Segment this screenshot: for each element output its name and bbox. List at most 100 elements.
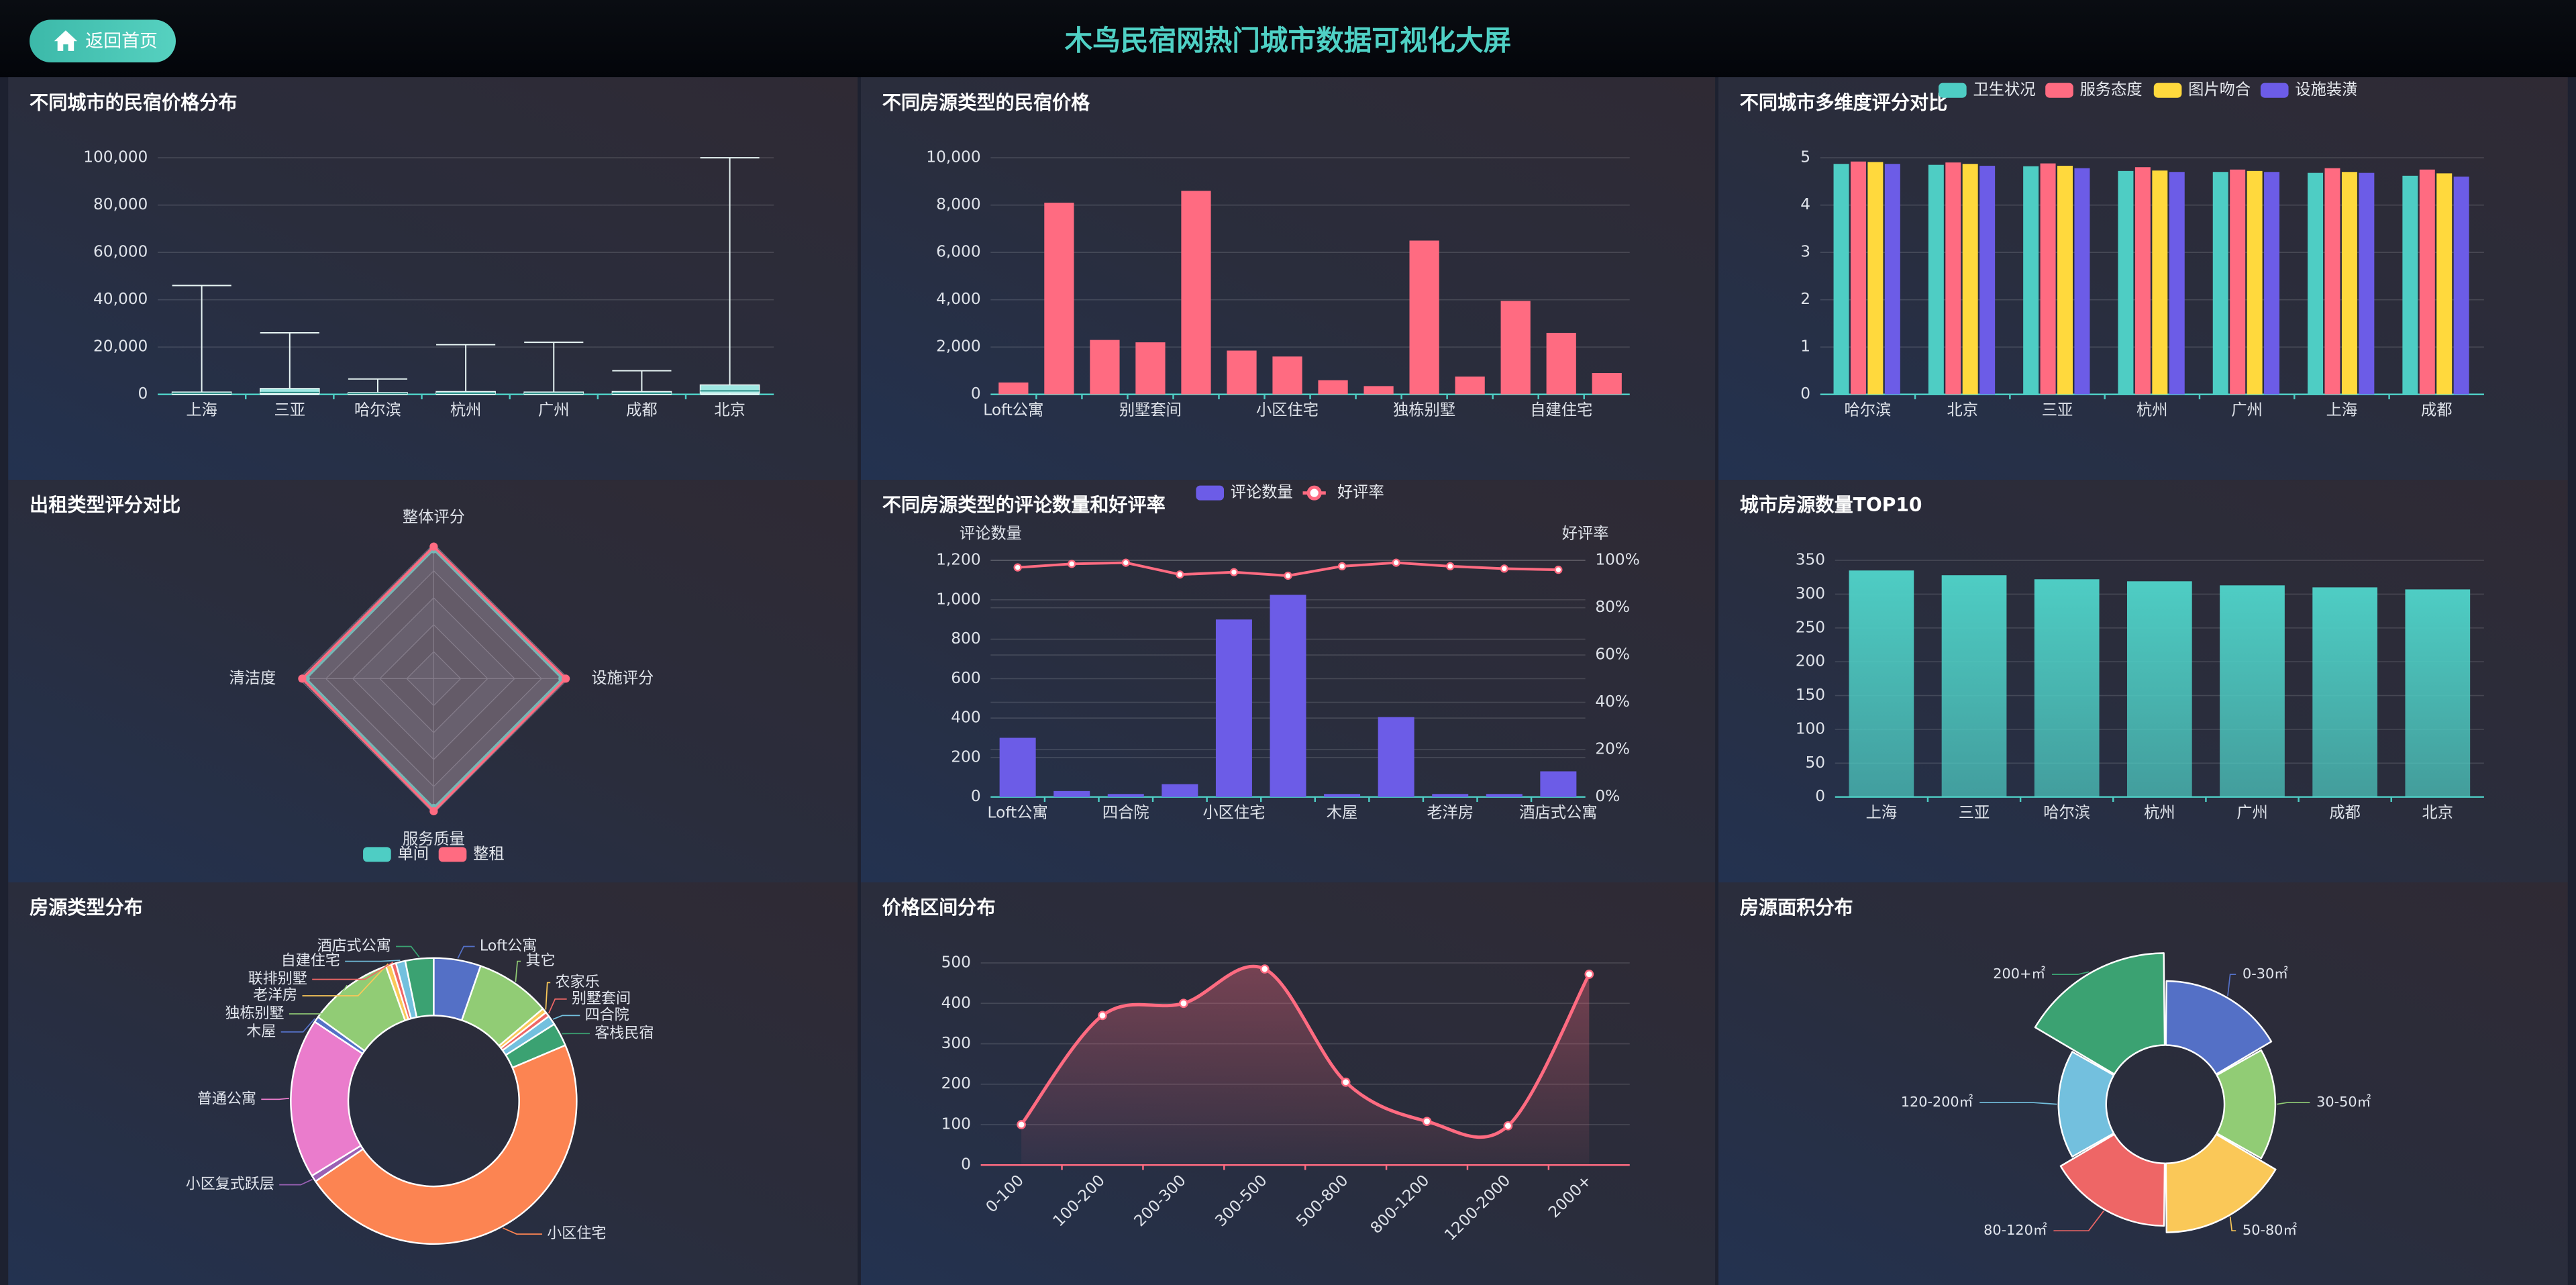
x-tick-label: 木屋	[1327, 804, 1358, 822]
leader-line	[302, 963, 389, 996]
x-tick-label: 广州	[2231, 401, 2263, 419]
rose-sector	[2216, 1049, 2277, 1160]
bar	[1044, 203, 1074, 395]
leader-line	[548, 998, 567, 1014]
slice-label: 酒店式公寓	[317, 938, 391, 955]
legend-label: 单间	[397, 845, 429, 863]
leader-line	[1979, 1102, 2057, 1105]
point	[1121, 558, 1130, 567]
point	[1017, 1120, 1026, 1129]
rose-sector	[2057, 1051, 2115, 1158]
x-tick-label: 三亚	[274, 401, 306, 419]
legend-label: 设施装潢	[2295, 81, 2357, 99]
leader-line	[2051, 971, 2090, 976]
panel-title: 不同城市的民宿价格分布	[30, 91, 238, 113]
slice-label: 别墅套间	[572, 990, 631, 1007]
x-tick-label: 小区住宅	[1256, 401, 1319, 419]
radar-point	[298, 674, 307, 683]
bar	[1270, 595, 1306, 797]
slice-label: 农家乐	[556, 974, 600, 990]
point	[1284, 571, 1292, 580]
radar-point	[561, 674, 570, 683]
rose-sector	[2165, 1133, 2277, 1233]
panel-title: 不同城市多维度评分对比	[1740, 91, 1948, 113]
x-tick-label: Loft公寓	[983, 401, 1043, 419]
home-icon[interactable]	[54, 30, 78, 51]
y-tick-label: 800	[951, 629, 980, 648]
home-button[interactable]: 返回首页	[30, 19, 176, 63]
bar	[1053, 790, 1090, 797]
bar	[1546, 333, 1576, 395]
x-tick-label: 广州	[2236, 804, 2268, 822]
bar	[1090, 340, 1120, 395]
bar	[1432, 794, 1469, 797]
slice-label: 老洋房	[253, 987, 297, 1004]
y2-tick-label: 60%	[1595, 646, 1630, 664]
x-tick-label: 成都	[2421, 401, 2453, 419]
bar	[1849, 570, 1914, 797]
bar	[2264, 172, 2280, 395]
bar	[2436, 173, 2453, 395]
y-tick-label: 80,000	[93, 195, 148, 213]
slice-label: 四合院	[585, 1007, 629, 1023]
y-tick-label: 350	[1796, 551, 1825, 569]
y-tick-label: 8,000	[936, 195, 981, 213]
bar	[1363, 386, 1394, 395]
radar-indicator: 服务质量	[403, 830, 465, 848]
point	[1422, 1117, 1432, 1127]
y-tick-label: 40,000	[93, 290, 148, 308]
y-tick-label: 1	[1800, 338, 1810, 356]
bar	[1324, 794, 1361, 797]
y-tick-label: 50	[1806, 754, 1826, 772]
x-tick-label: 上海	[1866, 804, 1898, 822]
bar	[1945, 162, 1961, 395]
slice-label: 普通公寓	[197, 1090, 256, 1107]
bar	[2034, 579, 2100, 797]
x-tick-label: 北京	[714, 401, 745, 419]
y-tick-label: 600	[951, 669, 980, 687]
button-label[interactable]: 返回首页	[85, 31, 158, 52]
y-tick-label: 1,000	[936, 590, 981, 608]
y-tick-label: 100,000	[83, 148, 148, 166]
y-tick-label: 400	[951, 709, 980, 727]
bar	[2341, 172, 2357, 395]
point	[1392, 558, 1400, 567]
bar	[2312, 587, 2378, 797]
point	[1584, 970, 1594, 979]
y-tick-label: 300	[1796, 584, 1825, 603]
panel-title: 不同房源类型的民宿价格	[882, 91, 1090, 113]
button-bg[interactable]	[30, 19, 176, 63]
slice-label: 0-30㎡	[2243, 966, 2288, 982]
point	[1229, 568, 1239, 576]
point	[1446, 562, 1455, 570]
donut-sector	[404, 957, 435, 1019]
panel-title: 价格区间分布	[882, 896, 996, 919]
point	[1554, 566, 1563, 574]
slice-label: 其它	[525, 953, 555, 970]
bar	[1941, 575, 2007, 797]
x-tick-label: 哈尔滨	[2043, 804, 2090, 822]
point	[1179, 998, 1188, 1009]
x-tick-label: 杭州	[450, 401, 482, 419]
radar-indicator: 整体评分	[403, 508, 465, 526]
leader-line	[280, 1018, 316, 1033]
radar-point	[429, 807, 438, 816]
y-tick-label: 500	[941, 954, 971, 972]
x-tick-label: 哈尔滨	[354, 401, 401, 419]
y2-tick-label: 20%	[1595, 740, 1630, 758]
slice-label: 80-120㎡	[1983, 1222, 2047, 1238]
bar	[2126, 581, 2192, 797]
x-tick-label: 北京	[1947, 401, 1978, 419]
leader-line	[289, 984, 348, 1015]
point	[1176, 570, 1184, 579]
x-tick-label: 成都	[626, 401, 658, 419]
x-tick-label: 哈尔滨	[1845, 401, 1892, 419]
y-tick-label: 100	[1796, 719, 1825, 737]
legend-swatch	[2045, 83, 2073, 98]
bar	[1162, 784, 1198, 797]
radar-point	[429, 542, 438, 551]
point	[1068, 560, 1076, 568]
bar	[2308, 172, 2324, 395]
box	[259, 388, 320, 395]
y-tick-label: 0	[1800, 384, 1810, 403]
